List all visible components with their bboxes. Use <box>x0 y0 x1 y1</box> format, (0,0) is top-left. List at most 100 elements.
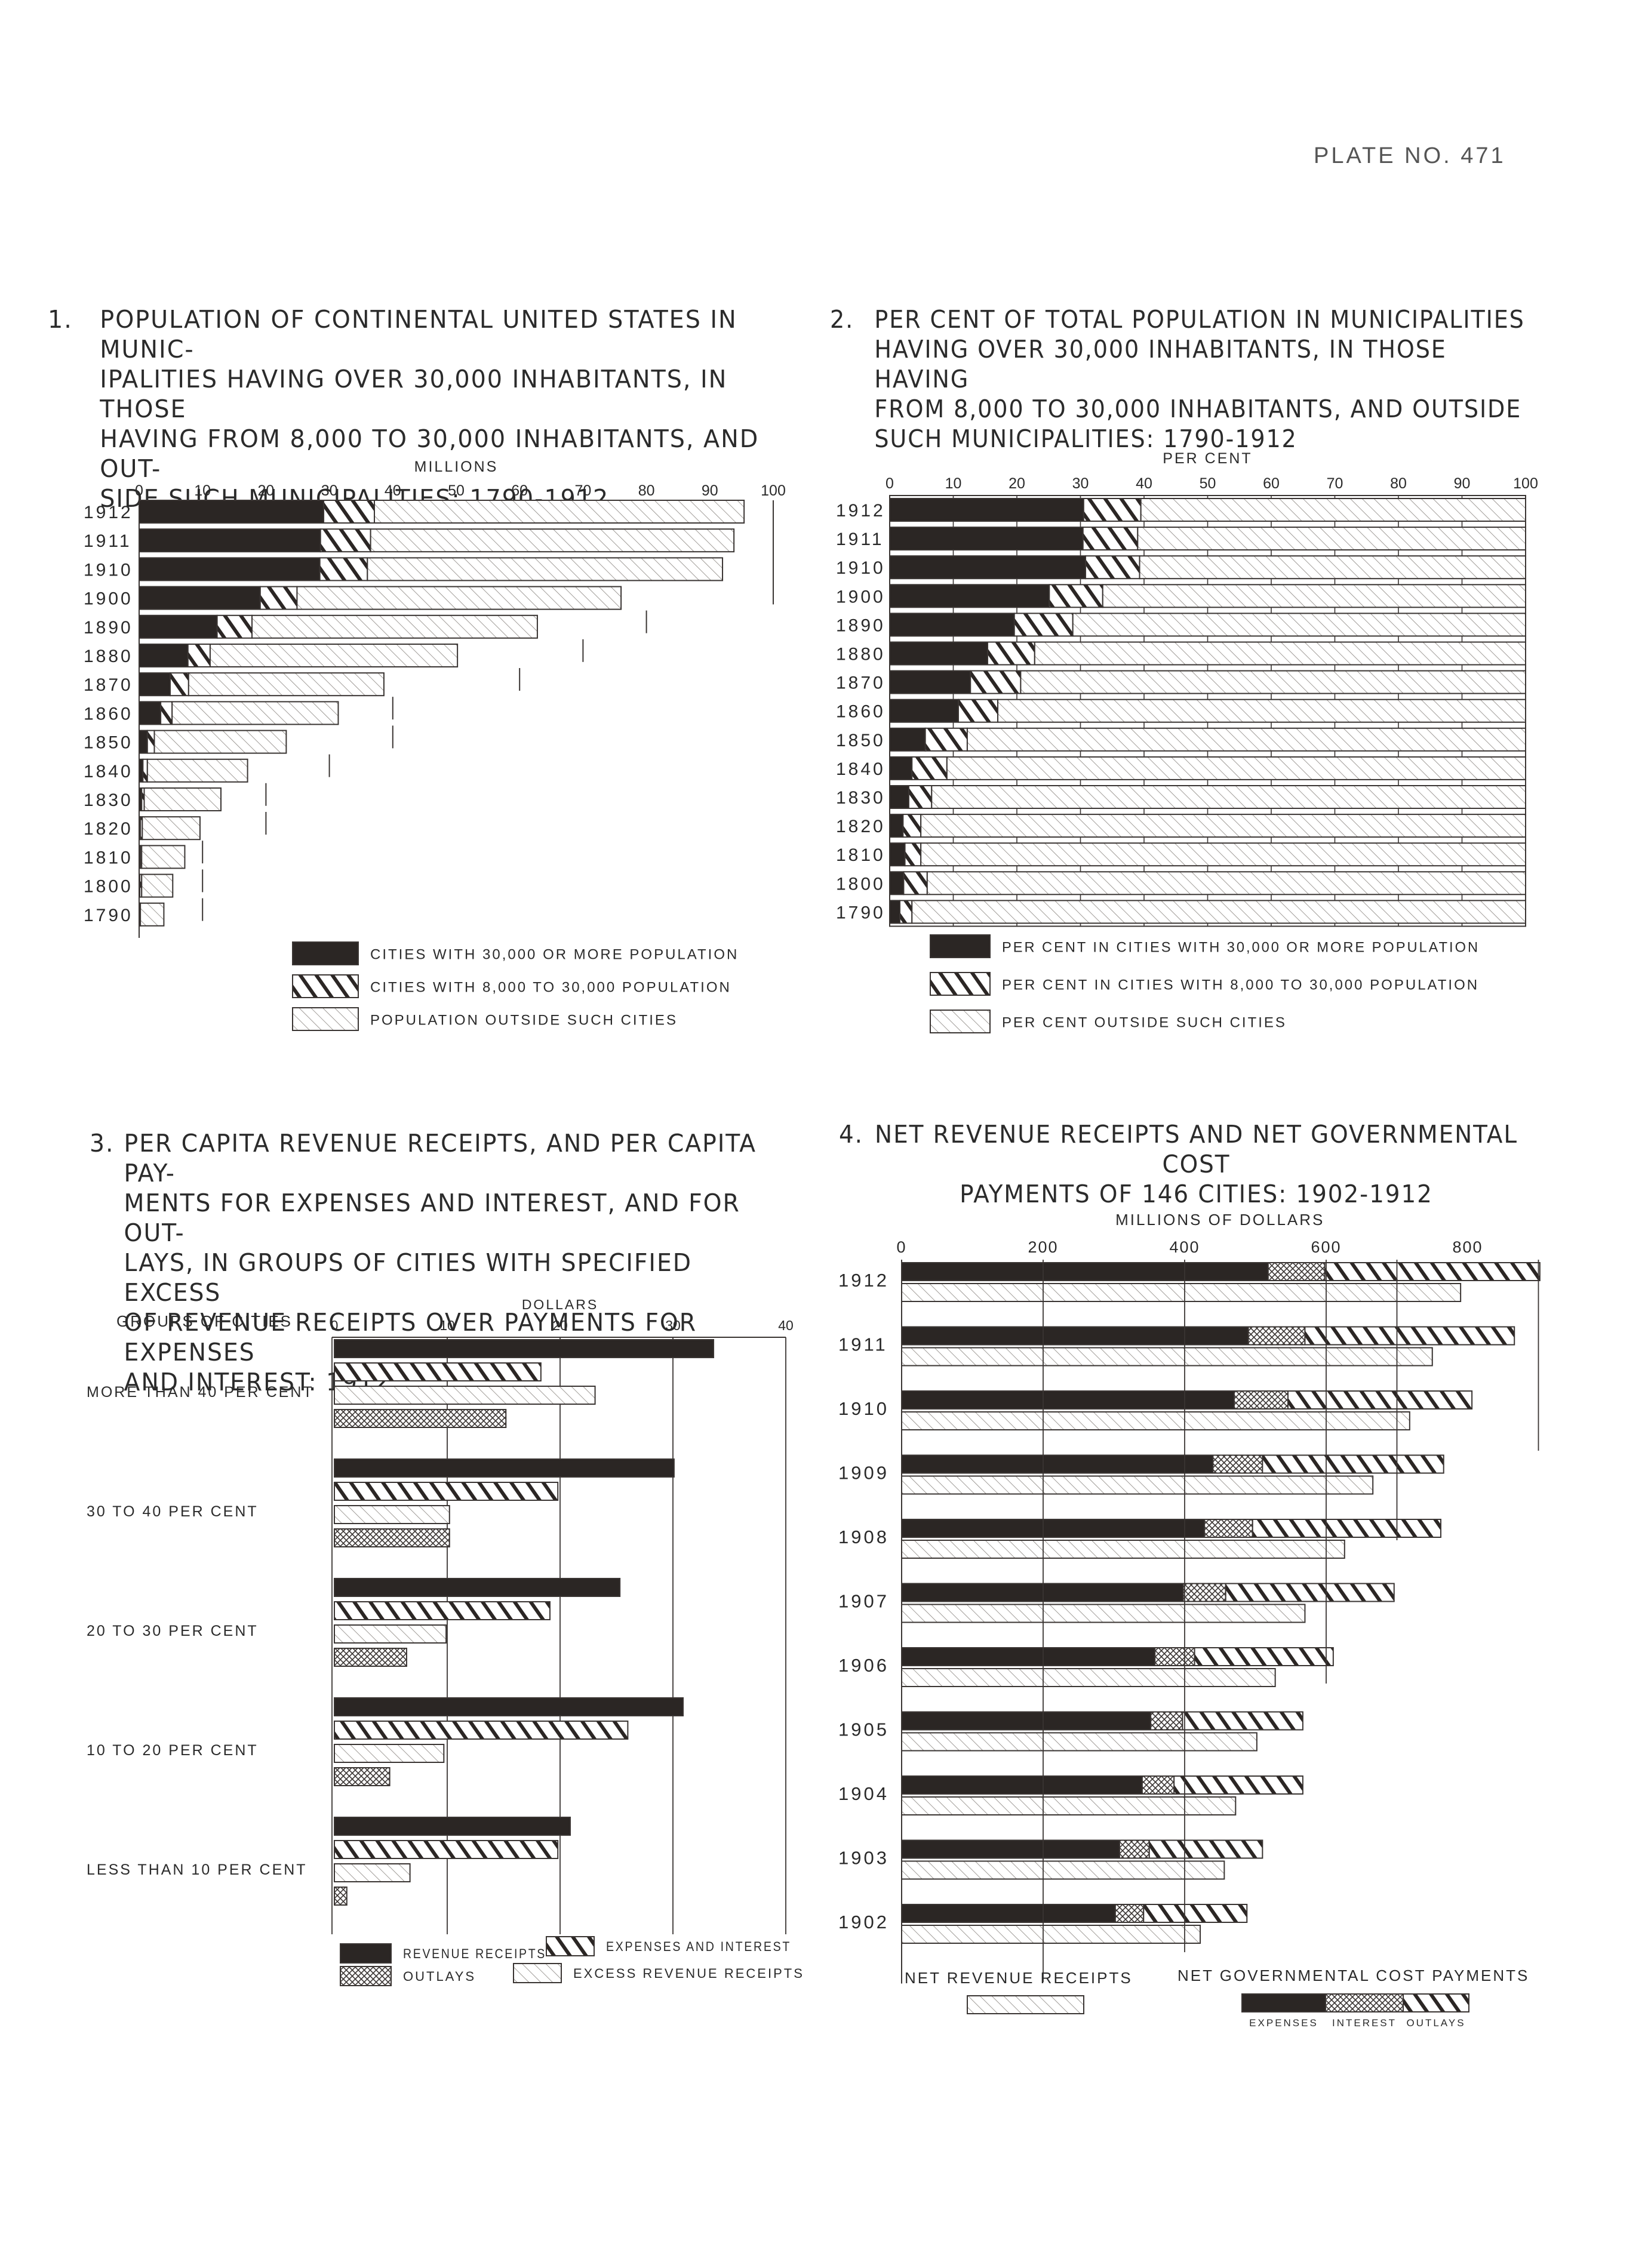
chart-2-bar-segment <box>920 814 1527 838</box>
chart-4-cost-segment <box>1118 1839 1150 1859</box>
chart-2-category-label: 1830 <box>836 788 886 808</box>
chart-1-bar-segment <box>139 672 171 697</box>
chart-2-category-label: 1890 <box>836 616 886 635</box>
chart-4-cost-segment <box>1148 1839 1263 1859</box>
chart-1-tick-label: 60 <box>511 482 528 499</box>
chart-1-legend-item-label: POPULATION OUTSIDE SUCH CITIES <box>370 1013 678 1029</box>
chart-3-tick-label: 0 <box>331 1318 339 1333</box>
chart-2-bar-segment <box>911 900 1526 924</box>
chart-1-bar-segment <box>367 557 724 581</box>
chart-1-bar-segment <box>139 557 321 581</box>
chart-3-bar <box>334 1648 407 1667</box>
chart-2-bar-segment <box>931 785 1527 809</box>
chart-1-bar-segment <box>139 644 189 667</box>
chart-3-bar <box>334 1744 445 1763</box>
chart-2-bar-segment <box>889 613 1015 637</box>
chart-4-cost-segment <box>1194 1647 1334 1666</box>
chart-4-legend-component-label: OUTLAYS <box>1406 2017 1465 2029</box>
chart-1-category-label: 1830 <box>84 790 133 810</box>
chart-1-category-label: 1900 <box>84 589 133 609</box>
chart-4-cost-segment <box>1262 1454 1444 1474</box>
chart-3-category-label: 10 TO 20 PER CENT <box>87 1742 259 1759</box>
chart-2-tick-label: 0 <box>886 475 894 492</box>
chart-3-legend-item-label: EXPENSES AND INTEREST <box>606 1939 791 1954</box>
chart-2-legend-item-label: PER CENT IN CITIES WITH 30,000 OR MORE P… <box>1002 940 1480 956</box>
chart-2-category-label: 1820 <box>836 817 886 836</box>
chart-1-bar-segment <box>146 730 155 754</box>
chart-4-category-label: 1911 <box>838 1334 888 1355</box>
chart-2-legend-item-swatch <box>930 1010 991 1033</box>
chart-3-title: 3. PER CAPITA REVENUE RECEIPTS, AND PER … <box>90 1128 794 1396</box>
chart-3-legend-item-label: REVENUE RECEIPTS <box>403 1946 546 1961</box>
chart-2-legend-item-label: PER CENT IN CITIES WITH 8,000 TO 30,000 … <box>1002 977 1479 993</box>
chart-2-bar-segment <box>889 871 905 895</box>
chart-2-bar-segment <box>902 814 922 838</box>
chart-4-cost-segment <box>1233 1390 1289 1410</box>
chart-4-cost-segment <box>1267 1262 1326 1281</box>
chart-1-category-label: 1911 <box>84 531 132 551</box>
chart-4-category-label: 1904 <box>838 1783 889 1804</box>
chart-3-bar <box>334 1697 684 1716</box>
chart-4-number: 4. <box>839 1120 863 1149</box>
chart-3-legend-item-label: OUTLAYS <box>403 1969 476 1984</box>
chart-4-cost-segment <box>1304 1326 1515 1346</box>
chart-4-cost-segment <box>1182 1583 1226 1602</box>
chart-2-category-label: 1800 <box>836 874 886 894</box>
chart-4-category-label: 1908 <box>838 1527 889 1547</box>
chart-3-category-header: GROUPS OF CITIES <box>116 1312 293 1330</box>
chart-3-bar <box>334 1409 507 1428</box>
chart-1-bar-segment <box>141 873 174 898</box>
chart-1-category-label: 1910 <box>84 560 133 580</box>
chart-4-category-label: 1909 <box>838 1463 889 1484</box>
chart-2-bar-segment <box>889 814 904 838</box>
chart-4-revenue-bar <box>901 1604 1306 1623</box>
chart-2-bar-segment <box>889 498 1084 522</box>
chart-3-axis-label: DOLLARS <box>522 1297 598 1312</box>
chart-4-cost-segment <box>1287 1390 1473 1410</box>
chart-2-tick-label: 20 <box>1009 475 1025 492</box>
chart-3-category-label: 30 TO 40 PER CENT <box>87 1503 259 1520</box>
chart-1-bar-segment <box>143 787 222 811</box>
chart-2-category-label: 1880 <box>836 645 886 664</box>
chart-1-category-label: 1860 <box>84 704 133 724</box>
chart-1-number: 1. <box>48 305 73 334</box>
chart-3-legend-item-label: EXCESS REVENUE RECEIPTS <box>573 1966 804 1981</box>
chart-2-axis-label: PER CENT <box>1163 450 1252 467</box>
chart-1-bar-segment <box>370 528 735 553</box>
chart-1-axis-label: MILLIONS <box>414 458 499 475</box>
chart-2-bar-segment <box>889 756 913 780</box>
chart-2-category-label: 1840 <box>836 759 886 779</box>
chart-4-legend-cost-label: NET GOVERNMENTAL COST PAYMENTS <box>1177 1967 1529 1984</box>
chart-3-bar <box>334 1624 447 1644</box>
chart-3-bar <box>334 1482 559 1501</box>
chart-2-title: 2. PER CENT OF TOTAL POPULATION IN MUNIC… <box>830 304 1541 453</box>
chart-4-cost-segment <box>901 1583 1184 1602</box>
chart-4-cost-segment <box>1252 1519 1441 1538</box>
chart-1-tick-label: 70 <box>574 482 591 499</box>
chart-2-bar-segment <box>1140 498 1527 522</box>
chart-1-tick-label: 30 <box>321 482 338 499</box>
chart-4-cost-segment <box>1212 1454 1263 1474</box>
chart-2-bar-segment <box>926 871 1526 895</box>
chart-4-category-label: 1905 <box>838 1719 889 1740</box>
chart-4-cost-segment <box>901 1904 1116 1923</box>
chart-2-bar-segment <box>997 698 1527 723</box>
chart-2-bar-segment <box>924 727 968 752</box>
chart-4-cost-segment <box>1154 1647 1195 1666</box>
chart-4-category-label: 1910 <box>838 1398 889 1419</box>
chart-2-bar-segment <box>889 842 906 867</box>
chart-1-bar-segment <box>142 816 201 841</box>
chart-4-cost-segment <box>1141 1775 1175 1795</box>
chart-2-bar-segment <box>889 785 909 809</box>
chart-2-tick-label: 90 <box>1454 475 1471 492</box>
chart-1-legend-item-swatch <box>292 941 359 965</box>
chart-2-bar-segment <box>958 698 999 723</box>
chart-4-title: 4. NET REVENUE RECEIPTS AND NET GOVERNME… <box>839 1119 1520 1209</box>
chart-1-tick-label: 100 <box>761 482 786 499</box>
chart-1-tick-label: 90 <box>702 482 718 499</box>
chart-3-legend-item-swatch <box>546 1936 595 1956</box>
chart-2-bar-segment <box>889 584 1050 608</box>
chart-1-bar-segment <box>216 614 253 639</box>
chart-3-legend-item-swatch <box>340 1966 392 1986</box>
